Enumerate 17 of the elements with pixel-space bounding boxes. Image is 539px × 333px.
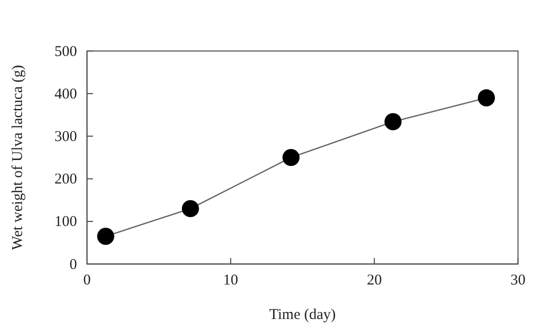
point: [97, 228, 114, 245]
x-tick-label: 20: [366, 272, 382, 289]
x-axis-title: Time (day): [269, 307, 336, 323]
x-tick-label: 10: [223, 272, 238, 289]
y-axis-title: Wet weight of Ulva lactuca (g): [10, 65, 26, 250]
point: [182, 200, 199, 218]
x-tick-label: 30: [510, 272, 526, 289]
point: [384, 113, 402, 130]
y-tick-label: 100: [54, 214, 77, 230]
y-tick-label: 0: [70, 256, 77, 273]
y-tick-label: 400: [54, 86, 77, 102]
y-tick-label: 200: [54, 172, 77, 188]
point: [478, 89, 495, 106]
point: [282, 148, 300, 166]
y-tick-label: 300: [54, 129, 77, 145]
x-tick-label: 0: [83, 272, 91, 289]
y-tick-label: 500: [54, 44, 77, 60]
